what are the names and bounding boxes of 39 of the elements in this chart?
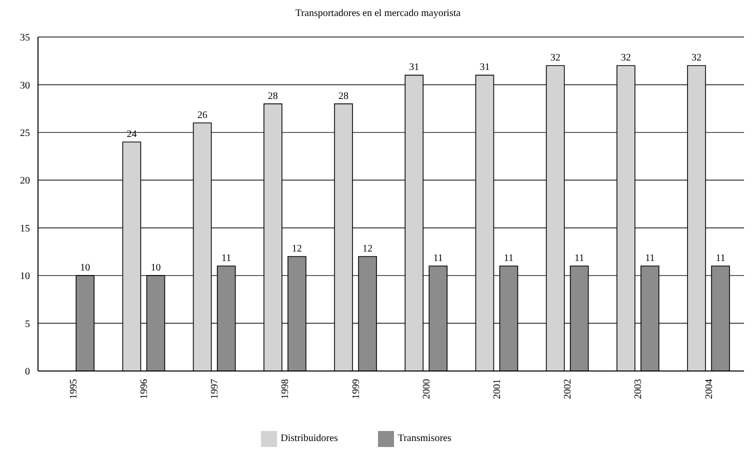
data-label: 28 xyxy=(268,90,278,102)
data-label: 32 xyxy=(620,52,631,64)
data-label: 11 xyxy=(222,253,232,264)
x-tick-label: 2002 xyxy=(562,379,574,399)
x-tick-label: 1995 xyxy=(68,379,80,399)
legend-label: Distribuidores xyxy=(280,433,338,444)
y-tick-label: 15 xyxy=(20,223,30,234)
data-label: 10 xyxy=(80,262,90,274)
x-tick-label: 2001 xyxy=(492,379,503,399)
y-tick-label: 20 xyxy=(20,176,30,187)
x-tick-label: 2004 xyxy=(704,379,715,399)
data-label: 11 xyxy=(433,253,443,264)
x-tick-label: 2000 xyxy=(421,379,432,399)
y-tick-label: 35 xyxy=(20,32,30,44)
y-tick-label: 0 xyxy=(25,366,30,378)
x-tick-label: 1998 xyxy=(280,379,292,399)
chart-title: Transportadores en el mercado mayorista xyxy=(294,8,462,19)
data-label: 32 xyxy=(550,52,560,64)
y-tick-label: 5 xyxy=(25,318,30,330)
x-tick-label: 1996 xyxy=(139,379,150,399)
data-label: 10 xyxy=(150,262,161,274)
y-tick-label: 30 xyxy=(20,80,30,92)
data-label: 28 xyxy=(338,90,349,102)
data-label: 11 xyxy=(574,253,584,264)
data-label: 26 xyxy=(197,110,208,121)
legend-label: Transmisores xyxy=(398,433,452,444)
x-tick-label: 1999 xyxy=(350,379,362,399)
data-label: 32 xyxy=(692,52,702,64)
y-tick-label: 10 xyxy=(20,271,30,282)
data-label: 11 xyxy=(716,253,726,264)
y-tick-label: 25 xyxy=(20,128,30,139)
data-label: 11 xyxy=(645,253,655,264)
data-label: 31 xyxy=(409,62,420,74)
data-label: 11 xyxy=(504,253,514,264)
x-tick-label: 2003 xyxy=(633,379,644,399)
x-tick-label: 1997 xyxy=(210,379,221,399)
data-label: 31 xyxy=(480,62,490,74)
data-label: 12 xyxy=(362,243,373,254)
data-label: 12 xyxy=(292,243,302,254)
